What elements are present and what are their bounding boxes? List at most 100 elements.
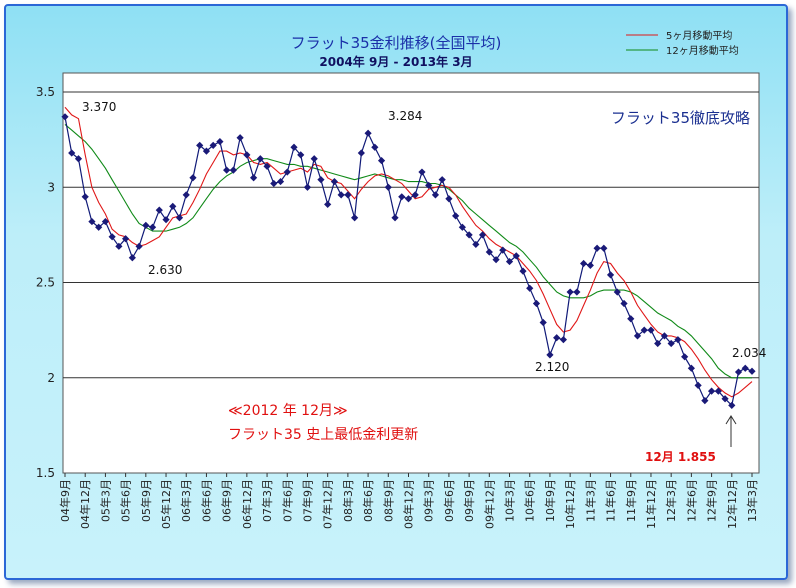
data-point	[748, 367, 756, 375]
data-point	[452, 212, 460, 220]
data-point	[95, 223, 103, 231]
data-point	[492, 256, 500, 264]
data-point	[108, 233, 116, 241]
data-point	[606, 271, 615, 279]
data-point	[391, 214, 399, 222]
data-point	[101, 217, 110, 226]
data-point	[276, 177, 285, 186]
data-point	[189, 174, 197, 182]
data-point	[411, 191, 419, 199]
data-point	[613, 288, 621, 296]
data-point	[236, 134, 244, 142]
annotation-arrow-head	[725, 415, 737, 425]
label-2010: 2.120	[535, 360, 569, 374]
data-point	[162, 216, 170, 224]
x-tick-label: 07年6月	[280, 479, 294, 522]
data-point	[741, 364, 749, 372]
data-point	[445, 195, 453, 203]
series-line-2	[64, 123, 752, 379]
x-tick-label: 07年9月	[300, 479, 314, 522]
data-point	[243, 151, 251, 159]
x-tick-label: 10年12月	[563, 479, 577, 529]
data-point	[202, 147, 211, 155]
x-tick-label: 11年9月	[624, 479, 638, 522]
data-point	[175, 214, 184, 222]
data-point	[290, 143, 298, 151]
x-tick-label: 09年6月	[442, 479, 456, 522]
data-point	[519, 267, 527, 275]
x-tick-label: 08年9月	[381, 479, 395, 522]
data-point	[270, 179, 278, 188]
data-point	[81, 193, 89, 201]
data-point	[728, 401, 736, 409]
label-2013: 2.034	[732, 346, 766, 360]
data-point	[526, 284, 534, 292]
data-point	[88, 217, 96, 226]
data-point	[431, 191, 440, 199]
data-point	[734, 368, 743, 376]
data-point	[640, 326, 648, 334]
x-tick-label: 04年9月	[58, 479, 72, 522]
x-tick-label: 06年9月	[220, 479, 234, 522]
data-point	[249, 174, 258, 182]
data-point	[559, 336, 568, 344]
x-tick-label: 05年12月	[159, 479, 173, 529]
x-tick-label: 07年3月	[260, 479, 274, 522]
data-point	[216, 137, 224, 146]
data-point	[674, 336, 682, 344]
data-point	[364, 129, 372, 137]
x-tick-label: 06年3月	[179, 479, 193, 522]
data-point	[337, 191, 345, 199]
y-tick-label: 1.5	[36, 466, 55, 480]
data-point	[324, 200, 332, 209]
data-point	[398, 193, 406, 201]
plot-area	[62, 72, 760, 474]
data-point	[196, 141, 204, 149]
x-tick-label: 08年3月	[341, 479, 355, 522]
data-point	[169, 202, 177, 210]
x-tick-label: 05年6月	[119, 479, 133, 522]
data-point	[532, 299, 541, 308]
y-tick-label: 2.5	[36, 276, 55, 290]
data-point	[155, 206, 163, 214]
x-tick-label: 11年12月	[644, 479, 658, 529]
x-tick-label: 07年12月	[321, 479, 335, 529]
x-tick-label: 12年12月	[725, 479, 739, 529]
data-point	[142, 221, 150, 229]
data-point	[115, 242, 123, 250]
data-point	[714, 387, 722, 395]
data-point	[68, 149, 76, 157]
data-point	[499, 246, 507, 254]
x-tick-label: 10年9月	[543, 479, 557, 522]
data-point	[721, 395, 729, 403]
data-point	[593, 244, 601, 252]
data-point	[633, 332, 642, 340]
data-point	[263, 162, 271, 170]
data-point	[485, 248, 493, 256]
data-point	[654, 339, 662, 348]
data-point	[135, 242, 143, 250]
data-point	[74, 155, 83, 163]
x-tick-label: 08年12月	[402, 479, 416, 529]
data-point	[707, 387, 716, 395]
data-point	[438, 176, 446, 184]
x-tick-label: 09年9月	[462, 479, 476, 522]
data-point	[310, 155, 318, 163]
data-point	[539, 318, 547, 327]
data-point	[317, 176, 325, 184]
data-point	[61, 113, 69, 121]
y-tick-label: 2	[47, 371, 55, 385]
data-point	[404, 195, 413, 203]
data-point	[229, 166, 237, 174]
x-tick-label: 12年3月	[664, 479, 678, 522]
x-tick-label: 11年3月	[583, 479, 597, 522]
data-point	[377, 157, 386, 165]
data-point	[371, 143, 379, 151]
x-tick-label: 05年9月	[139, 479, 153, 522]
data-point	[472, 240, 480, 249]
data-point	[701, 397, 709, 405]
annotation-min: 12月 1.855	[645, 450, 716, 464]
data-point	[681, 353, 689, 361]
data-point	[128, 254, 136, 262]
x-tick-label: 06年12月	[240, 479, 254, 529]
